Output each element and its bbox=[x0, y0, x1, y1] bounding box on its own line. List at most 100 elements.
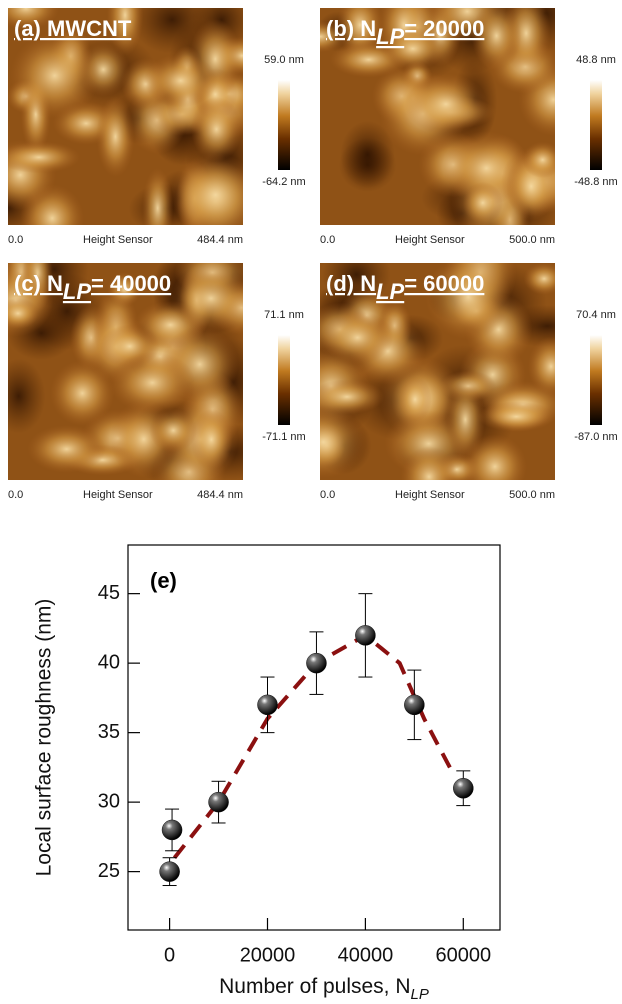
afm-grain bbox=[50, 360, 115, 427]
afm-grain bbox=[190, 96, 242, 162]
channel: Height Sensor bbox=[395, 234, 465, 246]
afm-grain bbox=[143, 53, 218, 108]
afm-grain bbox=[404, 73, 488, 135]
afm-image bbox=[320, 263, 555, 480]
panel-label-suffix: = 20000 bbox=[404, 16, 484, 41]
panel-label-suffix: = 40000 bbox=[91, 271, 171, 296]
y-tick-label: 30 bbox=[98, 790, 120, 812]
colorbar-max: 71.1 nm bbox=[264, 309, 304, 321]
afm-grain bbox=[445, 379, 486, 460]
scan-start: 0.0 bbox=[8, 234, 23, 246]
afm-grain bbox=[321, 310, 394, 365]
data-point bbox=[404, 694, 425, 716]
afm-grain bbox=[380, 27, 446, 71]
afm-grain bbox=[320, 21, 348, 53]
data-point bbox=[208, 791, 229, 813]
afm-grain bbox=[27, 425, 106, 473]
afm-grain bbox=[523, 263, 555, 295]
panel-label-text: (c) N bbox=[14, 271, 63, 296]
colorbar bbox=[278, 80, 290, 170]
afm-grain bbox=[109, 351, 196, 414]
data-point bbox=[159, 861, 180, 882]
x-tick-label: 0 bbox=[164, 944, 175, 966]
afm-grain bbox=[106, 8, 144, 56]
channel: Height Sensor bbox=[395, 489, 465, 501]
afm-image bbox=[320, 8, 555, 225]
panel-label-sub: LP bbox=[376, 24, 404, 49]
channel: Height Sensor bbox=[83, 489, 153, 501]
panel-label: (d) NLP= 60000 bbox=[326, 271, 484, 304]
data-point bbox=[257, 694, 278, 716]
scan-size: 500.0 nm bbox=[509, 234, 555, 246]
afm-grain bbox=[170, 153, 243, 225]
x-tick-label: 40000 bbox=[338, 944, 394, 966]
panel-label-text: (a) MWCNT bbox=[14, 16, 132, 41]
x-axis-title-text: Number of pulses, N bbox=[219, 975, 410, 998]
afm-image bbox=[8, 263, 243, 480]
panel-label: (c) NLP= 40000 bbox=[14, 271, 171, 304]
scan-size: 484.4 nm bbox=[197, 489, 243, 501]
panel-label-sub: LP bbox=[376, 279, 404, 304]
panel-label-text: (b) N bbox=[326, 16, 376, 41]
x-tick-label: 20000 bbox=[240, 944, 296, 966]
plot-frame bbox=[127, 544, 501, 931]
afm-image bbox=[8, 8, 243, 225]
afm-grain bbox=[10, 32, 100, 119]
afm-grain bbox=[527, 336, 555, 397]
colorbar-max: 70.4 nm bbox=[576, 309, 616, 321]
afm-grain bbox=[8, 141, 81, 174]
scan-start: 0.0 bbox=[320, 234, 335, 246]
colorbar bbox=[590, 335, 602, 425]
data-point bbox=[453, 777, 474, 799]
afm-grain bbox=[477, 401, 555, 432]
panel-label: (a) MWCNT bbox=[14, 16, 132, 41]
colorbar-min: -48.8 nm bbox=[574, 176, 617, 188]
panel-label: (b) NLP= 20000 bbox=[326, 16, 484, 49]
afm-grain bbox=[149, 408, 198, 453]
scan-start: 0.0 bbox=[320, 489, 335, 501]
panel-label-sub: LP bbox=[63, 279, 91, 304]
colorbar bbox=[278, 335, 290, 425]
data-point bbox=[161, 819, 183, 841]
colorbar bbox=[590, 80, 602, 170]
afm-grain bbox=[96, 95, 135, 178]
afm-valley bbox=[8, 358, 46, 434]
y-tick-label: 40 bbox=[98, 651, 120, 673]
y-tick-label: 25 bbox=[98, 860, 120, 882]
data-point bbox=[355, 625, 376, 646]
y-axis-title: Local surface roughness (nm) bbox=[33, 599, 56, 877]
colorbar-min: -64.2 nm bbox=[262, 176, 305, 188]
afm-grain bbox=[398, 376, 432, 423]
data-point bbox=[306, 652, 327, 674]
x-axis-title-sub: LP bbox=[411, 986, 429, 1003]
afm-grain bbox=[170, 264, 243, 332]
colorbar-min: -87.0 nm bbox=[574, 431, 617, 443]
scan-start: 0.0 bbox=[8, 489, 23, 501]
afm-grain bbox=[8, 297, 39, 329]
scan-size: 484.4 nm bbox=[197, 234, 243, 246]
afm-grain bbox=[320, 379, 385, 415]
y-tick-label: 35 bbox=[98, 721, 120, 743]
panel-label-text: (d) N bbox=[326, 271, 376, 296]
scan-size: 500.0 nm bbox=[509, 489, 555, 501]
afm-grain bbox=[471, 8, 522, 71]
panel-label-suffix: = 60000 bbox=[404, 271, 484, 296]
afm-grain bbox=[142, 167, 174, 225]
colorbar-max: 48.8 nm bbox=[576, 54, 616, 66]
x-tick-label: 60000 bbox=[435, 944, 491, 966]
y-tick-label: 45 bbox=[98, 582, 120, 604]
afm-grain bbox=[425, 263, 512, 340]
afm-grain bbox=[8, 8, 60, 30]
colorbar-min: -71.1 nm bbox=[262, 431, 305, 443]
afm-grain bbox=[320, 405, 366, 479]
afm-grain bbox=[190, 408, 233, 471]
annotation: (e) bbox=[150, 568, 177, 593]
afm-grain bbox=[462, 181, 504, 224]
colorbar-max: 59.0 nm bbox=[264, 54, 304, 66]
afm-valley bbox=[340, 120, 395, 189]
channel: Height Sensor bbox=[83, 234, 153, 246]
x-axis-title: Number of pulses, NLP bbox=[219, 975, 429, 1003]
afm-grain bbox=[522, 141, 555, 179]
afm-grain bbox=[400, 446, 458, 480]
